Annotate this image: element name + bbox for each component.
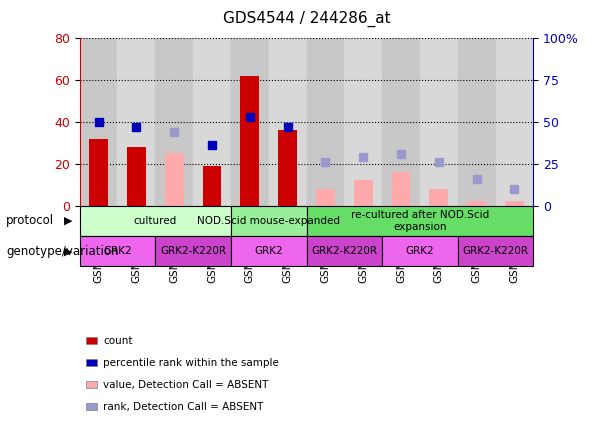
Text: genotype/variation: genotype/variation xyxy=(6,245,119,258)
Bar xyxy=(429,189,448,206)
Text: cultured: cultured xyxy=(134,216,177,226)
Bar xyxy=(306,38,345,206)
Text: protocol: protocol xyxy=(6,214,55,227)
Bar xyxy=(495,38,533,206)
Bar xyxy=(306,206,533,236)
Text: rank, Detection Call = ABSENT: rank, Detection Call = ABSENT xyxy=(103,401,264,412)
Bar xyxy=(354,181,373,206)
Bar xyxy=(420,38,458,206)
Text: ▶: ▶ xyxy=(64,216,73,226)
Bar xyxy=(231,236,306,266)
Bar xyxy=(231,38,268,206)
Text: percentile rank within the sample: percentile rank within the sample xyxy=(103,357,279,368)
Bar xyxy=(382,38,420,206)
Bar xyxy=(80,206,231,236)
Text: GRK2: GRK2 xyxy=(103,246,132,256)
Bar xyxy=(467,201,486,206)
Bar xyxy=(80,236,155,266)
Bar xyxy=(155,236,231,266)
Bar xyxy=(392,172,411,206)
Text: GRK2-K220R: GRK2-K220R xyxy=(462,246,528,256)
Bar xyxy=(345,38,382,206)
Bar xyxy=(306,236,382,266)
Text: re-cultured after NOD.Scid
expansion: re-cultured after NOD.Scid expansion xyxy=(351,210,489,232)
Bar xyxy=(505,201,524,206)
Text: GRK2: GRK2 xyxy=(406,246,434,256)
Bar xyxy=(80,38,118,206)
Text: GRK2: GRK2 xyxy=(254,246,283,256)
Bar xyxy=(458,38,495,206)
Text: count: count xyxy=(103,335,132,346)
Bar xyxy=(231,206,306,236)
Text: NOD.Scid mouse-expanded: NOD.Scid mouse-expanded xyxy=(197,216,340,226)
Bar xyxy=(316,189,335,206)
Bar xyxy=(89,139,108,206)
Text: ▶: ▶ xyxy=(64,246,73,256)
Text: value, Detection Call = ABSENT: value, Detection Call = ABSENT xyxy=(103,379,268,390)
Text: GDS4544 / 244286_at: GDS4544 / 244286_at xyxy=(223,11,390,27)
Bar xyxy=(458,236,533,266)
Bar xyxy=(118,38,155,206)
Bar xyxy=(165,153,184,206)
Bar xyxy=(193,38,231,206)
Text: GRK2-K220R: GRK2-K220R xyxy=(311,246,378,256)
Bar xyxy=(268,38,306,206)
Bar xyxy=(278,130,297,206)
Bar xyxy=(127,147,146,206)
Bar xyxy=(240,76,259,206)
Bar xyxy=(382,236,458,266)
Bar xyxy=(202,166,221,206)
Bar xyxy=(155,38,193,206)
Text: GRK2-K220R: GRK2-K220R xyxy=(160,246,226,256)
